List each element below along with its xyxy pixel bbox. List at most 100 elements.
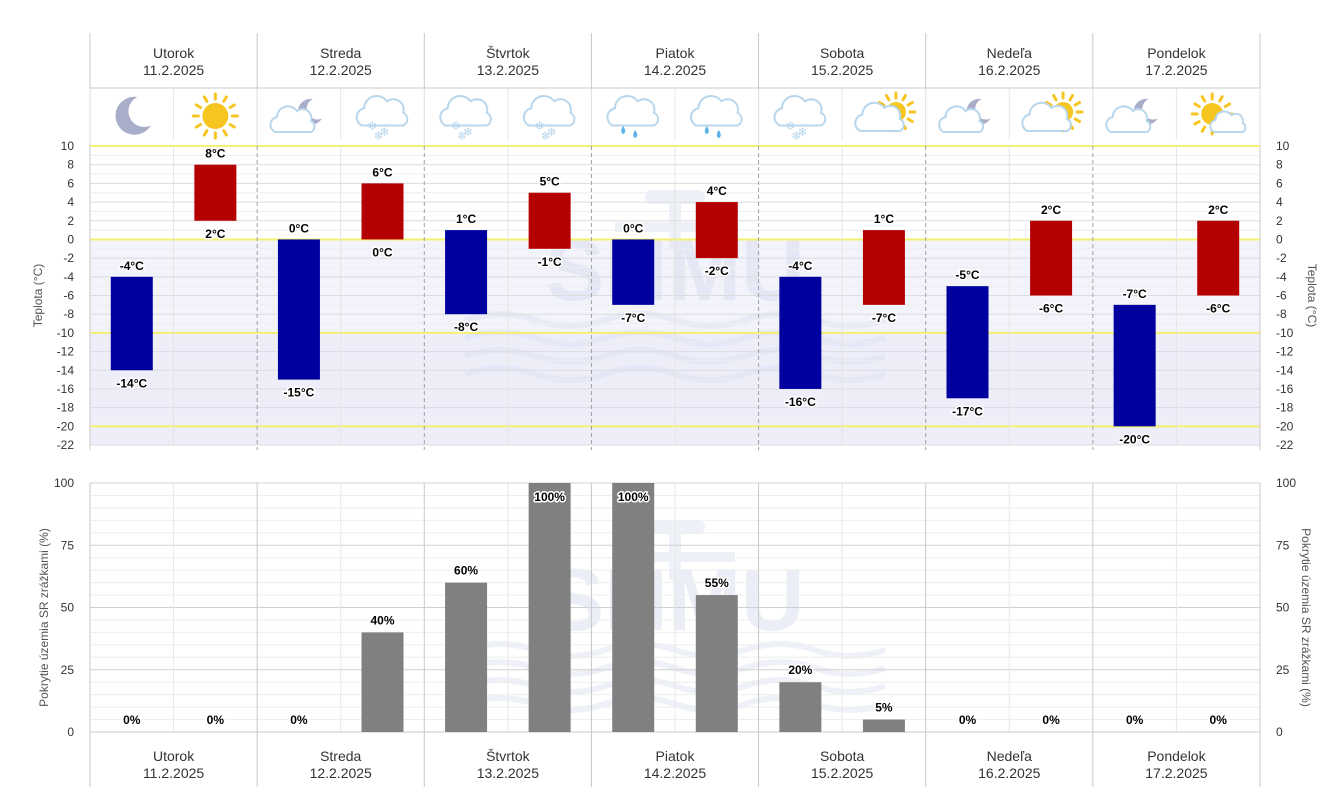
sun-ray [222, 95, 228, 103]
sun-ray [1223, 102, 1232, 108]
sun-ray [906, 117, 914, 123]
temp-bottom-label: -17°C [952, 404, 983, 418]
day-date-bottom: 14.2.2025 [644, 765, 706, 781]
temp-tick-left: -16 [57, 382, 75, 396]
day-name-bottom: Streda [320, 748, 361, 764]
raindrop [716, 130, 721, 138]
precipitation-chart: 100 100 75 75 50 50 25 25 0 0 Pokrytie územia SR z… [37, 476, 1313, 739]
temp-bar-noc [779, 276, 822, 389]
temp-tick-right: -2 [1276, 251, 1287, 265]
chart-grid [89, 33, 1261, 787]
snowflake: ❄ [463, 125, 473, 139]
sun-ray [202, 95, 209, 103]
temp-bottom-label: -7°C [621, 311, 645, 325]
temp-tick-left: 6 [67, 176, 74, 190]
temp-top-label: -4°C [120, 259, 144, 273]
precip-tick-right: 100 [1276, 476, 1296, 490]
snowflake: ❄ [791, 129, 801, 143]
temp-bottom-label: -14°C [116, 376, 147, 390]
temperature-chart: 10 10 8 8 6 6 4 4 2 2 0 0 -2 -2 -4 -4 -6 -6 -8 -8 -10 -10 -12 -… [31, 139, 1319, 452]
temp-tick-left: -12 [57, 345, 75, 359]
day-name-bottom: Sobota [820, 748, 865, 764]
cloud-shape [439, 94, 492, 127]
snowflake: ❄ [541, 129, 551, 143]
temp-tick-right: 8 [1276, 158, 1283, 172]
snowflake: ❄ [785, 119, 795, 133]
sun-ray [1073, 117, 1082, 123]
moon-shape [115, 96, 151, 135]
sun-ray [194, 123, 203, 129]
temp-bottom-label: -8°C [454, 320, 478, 334]
snow-cloud-icon: ❄ ❄❄ [439, 94, 492, 143]
temp-bar-deň [862, 230, 905, 305]
sun-disc [202, 103, 229, 129]
day-name-top: Streda [320, 45, 361, 61]
sun-ray [1193, 120, 1201, 126]
precip-tick-right: 25 [1276, 663, 1290, 677]
snowflake: ❄ [457, 129, 467, 143]
temp-top-label: -4°C [788, 259, 812, 273]
day-name-top: Utorok [153, 45, 195, 61]
temp-tick-left: -2 [63, 251, 74, 265]
temp-bar-deň [1197, 220, 1240, 296]
temp-top-label: 4°C [707, 184, 727, 198]
precip-label: 0% [1042, 713, 1060, 727]
sun-ray [202, 129, 209, 137]
temp-tick-left: -10 [57, 326, 75, 340]
cloud-moon-icon [269, 98, 322, 133]
day-name-bottom: Štvrtok [486, 748, 531, 764]
temp-bar-noc [277, 239, 320, 380]
temp-tick-left: 10 [61, 139, 75, 153]
cloud-moon-icon [1105, 98, 1158, 133]
temp-top-label: -5°C [955, 268, 979, 282]
temp-top-label: 2°C [1041, 203, 1061, 217]
temp-tick-right: 0 [1276, 232, 1283, 246]
precip-tick-left: 100 [54, 476, 74, 490]
temp-top-label: 8°C [205, 147, 225, 161]
snowflake: ❄ [535, 119, 545, 133]
temp-top-label: 1°C [874, 212, 894, 226]
precip-bar [612, 483, 655, 732]
temp-tick-left: -8 [63, 307, 74, 321]
sun-ray [1200, 95, 1207, 103]
day-date-bottom: 11.2.2025 [143, 765, 204, 781]
raindrop [704, 126, 709, 134]
temp-tick-left: 2 [67, 214, 74, 228]
temp-top-label: 1°C [456, 212, 476, 226]
sun-icon [191, 92, 239, 140]
precip-bar [528, 483, 571, 732]
cloud-moon-icon [938, 98, 991, 133]
day-date-top: 16.2.2025 [978, 62, 1040, 78]
snowflake: ❄ [547, 125, 557, 139]
rain-cloud-icon [690, 94, 743, 138]
temp-bar-deň [1030, 220, 1073, 296]
temp-bar-noc [1113, 304, 1156, 427]
precip-tick-right: 75 [1276, 538, 1290, 552]
temp-bottom-label: 2°C [205, 227, 225, 241]
day-name-bottom: Nedeľa [987, 748, 1033, 764]
temp-tick-right: -16 [1276, 382, 1294, 396]
day-date-bottom: 13.2.2025 [477, 765, 539, 781]
temp-tick-right: -18 [1276, 401, 1294, 415]
temp-bar-noc [612, 239, 655, 305]
cloud-shape [269, 105, 316, 133]
precip-bar [445, 582, 488, 732]
precip-tick-left: 50 [61, 601, 75, 615]
day-name-top: Pondelok [1147, 45, 1206, 61]
raindrop [633, 130, 638, 138]
temp-tick-left: -14 [57, 363, 75, 377]
temp-bar-deň [194, 164, 237, 221]
temp-tick-right: -22 [1276, 438, 1294, 452]
cloud-sun-icon [1021, 91, 1084, 133]
day-date-top: 12.2.2025 [310, 62, 372, 78]
day-name-top: Štvrtok [486, 45, 531, 61]
sun-ray [901, 94, 907, 102]
cloud-shape [1209, 110, 1247, 133]
cloud-shape [355, 94, 409, 127]
sun-ray [1193, 102, 1201, 108]
precip-label: 100% [534, 490, 565, 504]
sun-ray [877, 101, 886, 107]
day-date-bottom: 12.2.2025 [310, 765, 372, 781]
